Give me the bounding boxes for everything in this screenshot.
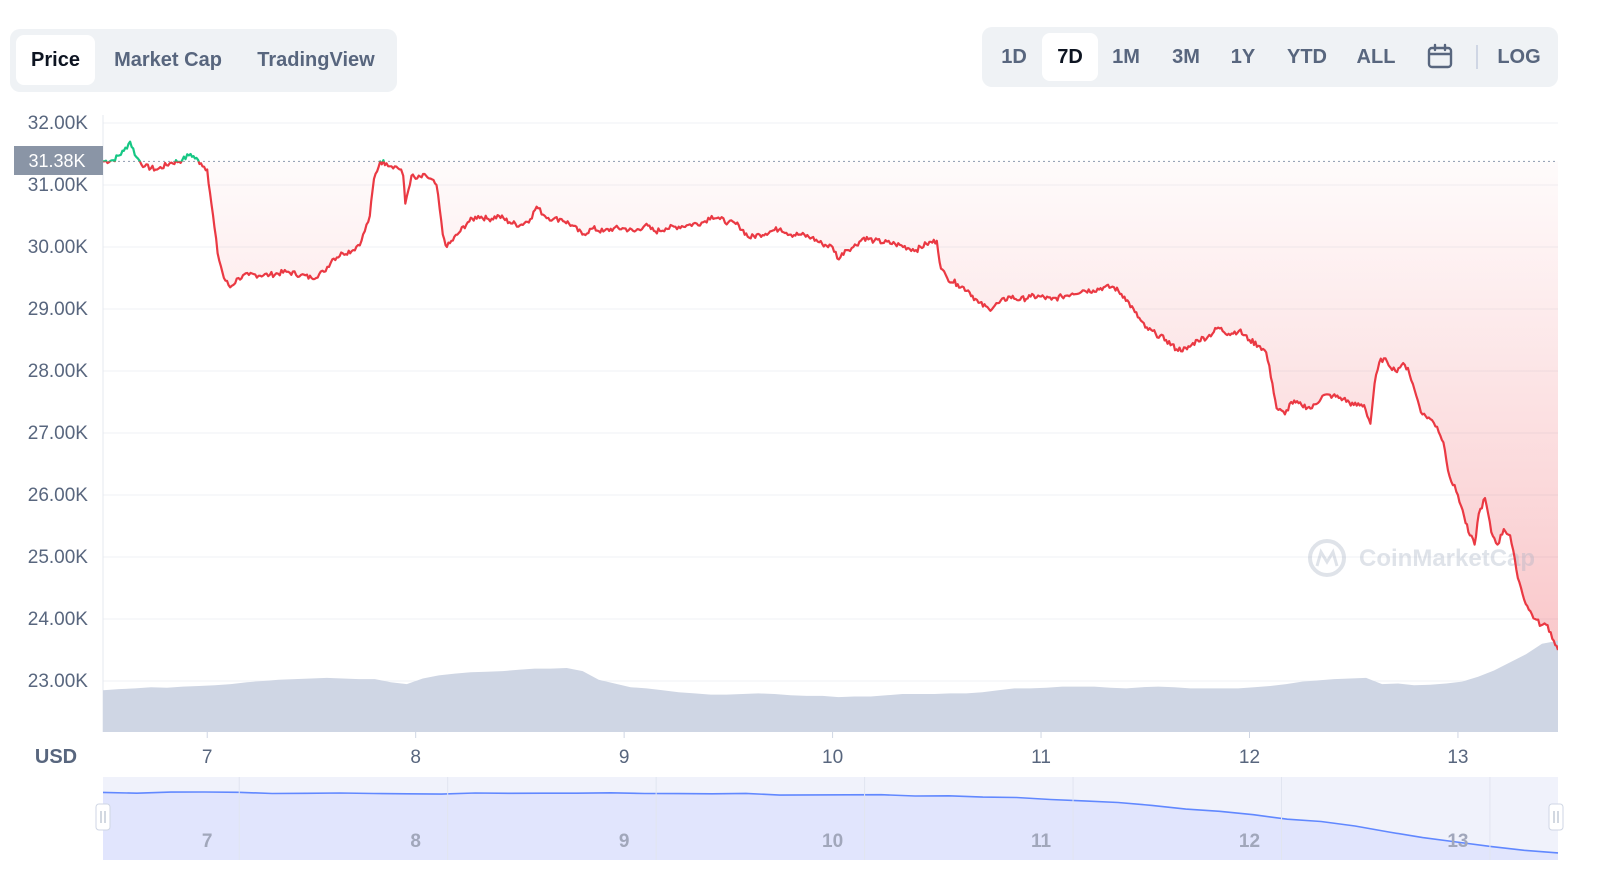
y-tick-label: 31.00K bbox=[28, 175, 89, 196]
tab-market-cap[interactable]: Market Cap bbox=[114, 49, 222, 71]
navigator-tick-label: 13 bbox=[1447, 831, 1468, 852]
x-tick-label: 13 bbox=[1447, 747, 1468, 768]
navigator-line bbox=[102, 791, 1559, 854]
navigator-left-handle[interactable] bbox=[95, 803, 111, 831]
range-all[interactable]: ALL bbox=[1356, 46, 1396, 68]
price-area-fill bbox=[103, 161, 1558, 650]
currency-label: USD bbox=[35, 746, 77, 768]
navigator-tick-label: 11 bbox=[1031, 831, 1052, 852]
y-tick-label: 23.00K bbox=[28, 671, 89, 692]
navigator-right-handle[interactable] bbox=[1548, 803, 1564, 831]
calendar-icon[interactable] bbox=[1426, 43, 1454, 71]
coinmarketcap-watermark: CoinMarketCap bbox=[1308, 539, 1535, 577]
separator bbox=[1476, 45, 1478, 69]
navigator-tick-label: 8 bbox=[410, 831, 421, 852]
range-3m[interactable]: 3M bbox=[1172, 46, 1200, 68]
price-line bbox=[103, 140, 1558, 651]
range-ytd[interactable]: YTD bbox=[1287, 46, 1327, 68]
tab-tradingview[interactable]: TradingView bbox=[257, 49, 375, 71]
time-range-tabs: 1D 7D 1M 3M 1Y YTD ALL LOG bbox=[982, 27, 1558, 87]
y-tick-label: 26.00K bbox=[28, 485, 89, 506]
x-tick-label: 12 bbox=[1239, 747, 1260, 768]
range-navigator[interactable]: 7 8 9 10 11 12 13 bbox=[95, 777, 1564, 860]
y-tick-label: 32.00K bbox=[28, 113, 89, 134]
y-axis: 32.00K 31.00K 30.00K 29.00K 28.00K 27.00K 26.0… bbox=[28, 113, 104, 732]
range-1m[interactable]: 1M bbox=[1112, 46, 1140, 68]
navigator-tick-label: 10 bbox=[822, 831, 843, 852]
log-scale-toggle[interactable]: LOG bbox=[1497, 46, 1541, 68]
volume-shape bbox=[103, 640, 1558, 732]
price-line-down bbox=[103, 161, 1558, 651]
navigator-tick-label: 9 bbox=[619, 831, 630, 852]
y-tick-label: 30.00K bbox=[28, 237, 89, 258]
x-axis: 7 8 9 10 11 12 13 bbox=[202, 732, 1469, 768]
current-price-label: 31.38K bbox=[28, 151, 85, 171]
x-tick-label: 9 bbox=[619, 747, 630, 768]
y-tick-label: 29.00K bbox=[28, 299, 89, 320]
x-tick-label: 7 bbox=[202, 747, 213, 768]
x-tick-label: 10 bbox=[822, 747, 843, 768]
price-fill bbox=[103, 161, 1558, 650]
tab-price[interactable]: Price bbox=[16, 35, 95, 85]
chart-type-tabs: Price Market Cap TradingView bbox=[10, 29, 397, 92]
navigator-x-axis: 7 8 9 10 11 12 13 bbox=[202, 777, 1491, 860]
range-1y[interactable]: 1Y bbox=[1230, 46, 1256, 68]
navigator-fill bbox=[103, 792, 1558, 860]
current-price-tag: 31.38K bbox=[14, 146, 103, 175]
navigator-tick-label: 7 bbox=[202, 831, 213, 852]
y-tick-label: 24.00K bbox=[28, 609, 89, 630]
x-tick-label: 8 bbox=[410, 747, 421, 768]
navigator-tick-label: 12 bbox=[1239, 831, 1260, 852]
x-tick-label: 11 bbox=[1031, 747, 1051, 768]
y-tick-label: 25.00K bbox=[28, 547, 89, 568]
watermark-text: CoinMarketCap bbox=[1359, 545, 1535, 572]
y-tick-label: 28.00K bbox=[28, 361, 89, 382]
y-tick-label: 27.00K bbox=[28, 423, 89, 444]
range-1d[interactable]: 1D bbox=[1001, 46, 1027, 68]
range-7d[interactable]: 7D bbox=[1042, 33, 1098, 81]
volume-area bbox=[103, 640, 1558, 732]
